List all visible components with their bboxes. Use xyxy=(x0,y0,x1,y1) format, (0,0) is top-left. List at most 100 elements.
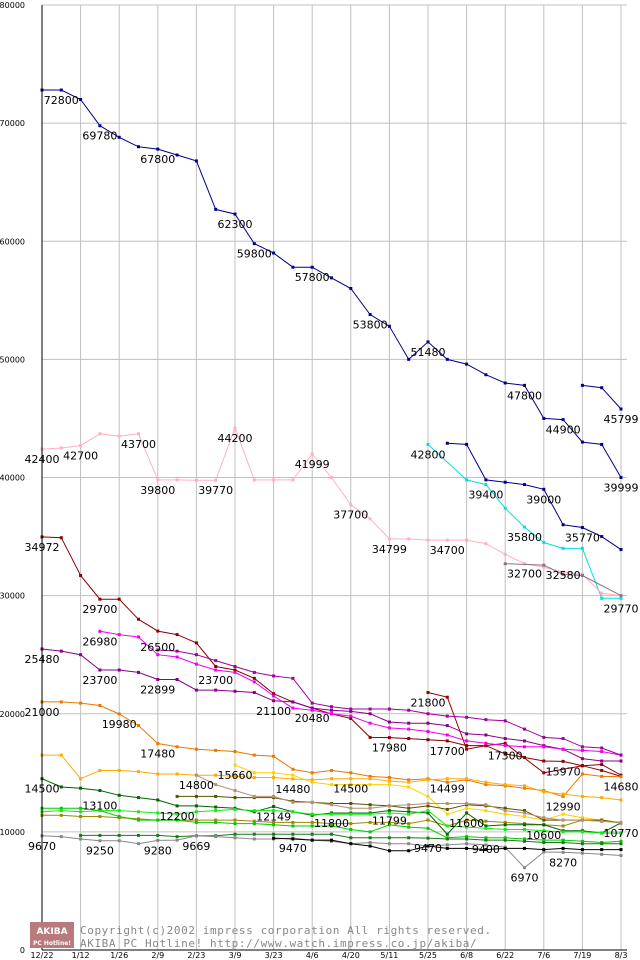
data-point xyxy=(79,786,83,790)
data-point xyxy=(272,820,276,824)
data-point xyxy=(445,846,449,850)
data-label: 42800 xyxy=(411,448,446,461)
data-point xyxy=(98,789,102,793)
data-label: 26980 xyxy=(82,635,117,648)
data-point xyxy=(484,744,488,748)
data-point xyxy=(600,848,604,852)
data-point xyxy=(214,820,218,824)
data-point xyxy=(445,832,449,836)
data-point xyxy=(426,721,430,725)
data-point xyxy=(503,562,507,566)
data-point xyxy=(484,848,488,852)
data-point xyxy=(426,802,430,806)
data-point xyxy=(484,819,488,823)
data-point xyxy=(214,748,218,752)
data-point xyxy=(272,699,276,703)
data-point xyxy=(600,796,604,800)
data-point xyxy=(407,785,411,789)
data-point xyxy=(233,822,237,826)
data-point xyxy=(310,780,314,784)
data-point xyxy=(600,819,604,823)
data-point xyxy=(175,655,179,659)
data-point xyxy=(59,700,63,704)
data-point xyxy=(233,807,237,811)
data-point xyxy=(407,812,411,816)
data-point xyxy=(310,452,314,456)
data-point xyxy=(79,815,83,819)
data-point xyxy=(79,777,83,781)
y-tick-label: 10000 xyxy=(0,828,25,837)
data-point xyxy=(330,824,333,828)
series-line xyxy=(447,442,622,551)
data-point xyxy=(484,542,488,546)
data-point xyxy=(233,665,237,668)
data-point xyxy=(600,386,604,390)
data-point xyxy=(600,852,604,856)
data-point xyxy=(484,373,488,377)
data-point xyxy=(523,745,526,749)
data-point xyxy=(214,835,218,839)
data-point xyxy=(484,824,488,828)
data-label: 17480 xyxy=(140,748,175,761)
data-point xyxy=(484,838,488,842)
data-point xyxy=(252,832,256,836)
data-point xyxy=(252,776,256,780)
data-point xyxy=(465,802,469,806)
data-point xyxy=(426,836,430,840)
data-point xyxy=(484,780,488,784)
data-point xyxy=(619,820,623,824)
data-point xyxy=(252,837,256,841)
data-label: 17980 xyxy=(372,742,407,755)
data-point xyxy=(407,537,411,541)
data-point xyxy=(137,842,140,846)
data-point xyxy=(445,812,449,816)
data-point xyxy=(561,795,565,799)
data-point xyxy=(59,785,63,789)
data-point xyxy=(349,777,353,781)
x-tick-label: 2/9 xyxy=(151,951,164,960)
x-tick-label: 1/26 xyxy=(110,951,128,960)
data-label: 12149 xyxy=(256,810,291,823)
data-point xyxy=(600,842,604,846)
data-label: 39800 xyxy=(140,484,175,497)
data-point xyxy=(175,478,179,482)
data-point xyxy=(387,537,391,541)
data-label: 39770 xyxy=(198,484,233,497)
data-point xyxy=(272,794,276,798)
copyright-block: AKIBA PC Hotline! Copyright(c)2002 impre… xyxy=(30,922,491,950)
data-point xyxy=(98,768,102,772)
data-point xyxy=(349,836,353,840)
data-point xyxy=(542,838,546,842)
data-point xyxy=(272,251,276,255)
data-point xyxy=(330,476,333,479)
data-point xyxy=(291,773,295,777)
data-point xyxy=(252,809,256,813)
data-point xyxy=(503,828,507,832)
data-point xyxy=(214,688,218,692)
data-point xyxy=(156,678,160,682)
data-point xyxy=(407,822,411,826)
x-tick-label: 3/9 xyxy=(229,951,242,960)
data-point xyxy=(175,818,179,822)
data-label: 20480 xyxy=(295,712,330,725)
data-point xyxy=(561,546,565,550)
data-point xyxy=(407,810,411,814)
data-point xyxy=(368,844,372,848)
data-label: 35800 xyxy=(507,531,542,544)
data-point xyxy=(387,809,391,813)
data-point xyxy=(214,805,218,809)
data-label: 32700 xyxy=(507,568,542,581)
data-point xyxy=(272,776,276,780)
data-point xyxy=(252,680,256,684)
data-point xyxy=(542,823,546,827)
akiba-logo xyxy=(30,922,74,948)
data-point xyxy=(194,773,198,777)
data-point xyxy=(387,736,391,740)
data-point xyxy=(503,820,507,824)
data-point xyxy=(580,748,584,752)
data-point xyxy=(272,832,276,836)
axes: 0 10000 20000 30000 40000 50000 60000 70000 8000… xyxy=(0,1,627,960)
data-label: 11600 xyxy=(449,817,484,830)
data-point xyxy=(561,846,565,850)
